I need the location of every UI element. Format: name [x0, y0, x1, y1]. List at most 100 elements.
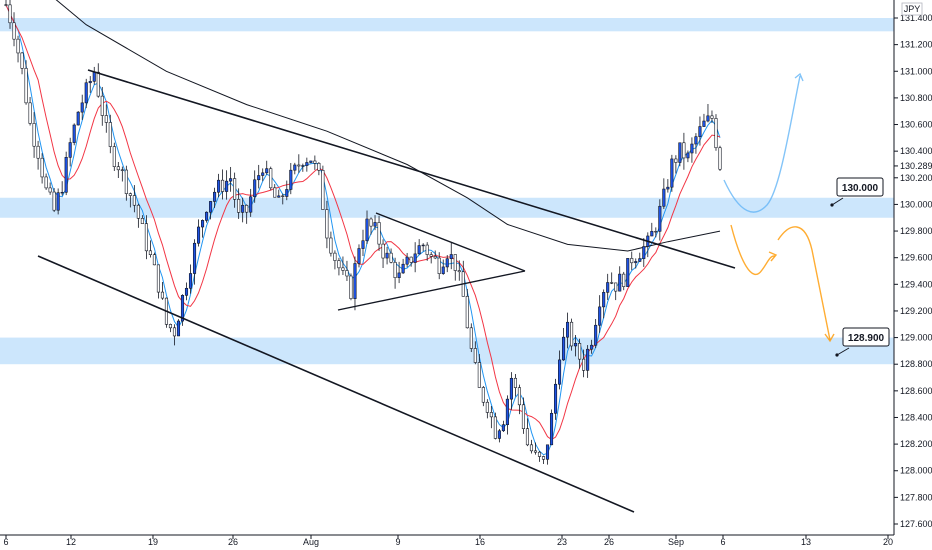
candle-down: [96, 71, 100, 97]
instrument-label: JPY: [904, 4, 921, 14]
candle-up: [309, 160, 313, 163]
candle-down: [321, 170, 325, 210]
x-tick-label: Aug: [303, 537, 319, 547]
candle-up: [56, 192, 60, 211]
candle-down: [425, 244, 429, 255]
candle-down: [116, 166, 120, 171]
candle-up: [241, 204, 245, 213]
candle-up: [594, 324, 598, 346]
candle-down: [100, 95, 104, 116]
candle-down: [156, 264, 160, 293]
ma-medium-line: [5, 4, 721, 441]
candle-down: [36, 145, 40, 159]
y-tick-label: 129.000: [900, 333, 932, 343]
candle-up: [445, 258, 449, 268]
candle-down: [578, 343, 582, 360]
candle-up: [289, 169, 293, 190]
moving-average-lines: [5, 0, 721, 456]
level-label-130000-pointer: [831, 197, 844, 206]
candle-down: [140, 218, 144, 224]
candle-down: [525, 428, 530, 446]
candle-up: [545, 444, 550, 460]
candle-down: [533, 450, 538, 453]
trendline-drawings: [37, 69, 835, 513]
candle-down: [345, 270, 349, 277]
candle-up: [192, 242, 197, 274]
time-axis[interactable]: 6 12 19 26 Aug 9 16 23 26 Sep 6 13 20: [0, 534, 894, 547]
candle-up: [357, 248, 361, 264]
candle-up: [405, 256, 409, 265]
y-tick-label: 128.800: [900, 359, 932, 369]
candle-up: [706, 115, 710, 122]
candle-up: [618, 273, 622, 292]
candle-down: [297, 164, 301, 167]
candle-up: [590, 344, 594, 350]
y-tick-label: 131.400: [900, 13, 932, 23]
x-tick-label: 16: [475, 537, 485, 547]
candle-down: [529, 444, 534, 452]
candle-down: [465, 296, 469, 329]
y-tick-label: 127.800: [900, 492, 932, 502]
candle-up: [678, 142, 682, 163]
y-tick-label: 130.200: [900, 173, 932, 183]
y-tick-label: 129.800: [900, 226, 932, 236]
x-tick-label: Sep: [668, 537, 684, 547]
candle-down: [172, 327, 177, 337]
candle-down: [28, 102, 32, 124]
y-tick-label: 129.200: [900, 306, 932, 316]
triangle-lower-line: [337, 270, 526, 311]
bearish-projection-leg1: [730, 224, 776, 276]
candle-up: [662, 188, 666, 207]
candle-down: [333, 252, 337, 261]
level-zone-2: [0, 18, 894, 32]
candle-down: [40, 157, 44, 178]
candle-up: [249, 196, 253, 213]
candle-down: [48, 187, 52, 193]
candle-down: [349, 275, 353, 299]
candle-up: [68, 142, 72, 158]
candle-up: [188, 273, 193, 289]
candle-down: [148, 250, 152, 255]
x-tick-label: 13: [801, 537, 811, 547]
candle-up: [501, 424, 505, 432]
candle-down: [654, 230, 658, 233]
candle-down: [610, 282, 614, 284]
candle-down: [104, 115, 108, 123]
candle-up: [184, 287, 189, 296]
x-tick-label: 20: [883, 537, 893, 547]
x-tick-label: 6: [3, 537, 8, 547]
price-axis[interactable]: 131.400 131.200 131.000 130.800 130.600 130.4…: [893, 0, 932, 535]
candle-down: [273, 187, 277, 198]
candle-down: [433, 256, 437, 259]
candle-up: [257, 175, 261, 181]
candle-down: [718, 147, 722, 170]
candle-up: [196, 226, 201, 244]
candle-up: [413, 253, 417, 263]
candle-down: [269, 168, 273, 189]
candle-down: [124, 169, 128, 194]
candle-up: [666, 186, 670, 190]
candle-up: [253, 179, 257, 198]
candle-up: [373, 222, 377, 227]
candle-up: [176, 320, 181, 337]
x-tick-label: 6: [720, 537, 725, 547]
candle-down: [233, 178, 237, 200]
x-tick-label: 23: [557, 537, 567, 547]
candle-up: [365, 218, 369, 242]
candle-down: [453, 254, 457, 271]
candle-up: [261, 172, 265, 176]
candle-down: [152, 254, 156, 266]
candle-up: [553, 383, 558, 414]
candle-down: [160, 291, 164, 299]
candle-down: [108, 122, 112, 147]
level-labels: 130.000 128.900: [830, 177, 890, 357]
candle-down: [614, 282, 618, 292]
x-tick-label: 12: [66, 537, 76, 547]
level-label-130000-dot: [830, 203, 834, 207]
candle-down: [537, 451, 542, 457]
candle-down: [473, 348, 477, 363]
y-tick-label: 128.000: [900, 466, 932, 476]
candle-up: [505, 398, 509, 425]
triangle-upper-line: [375, 212, 526, 272]
